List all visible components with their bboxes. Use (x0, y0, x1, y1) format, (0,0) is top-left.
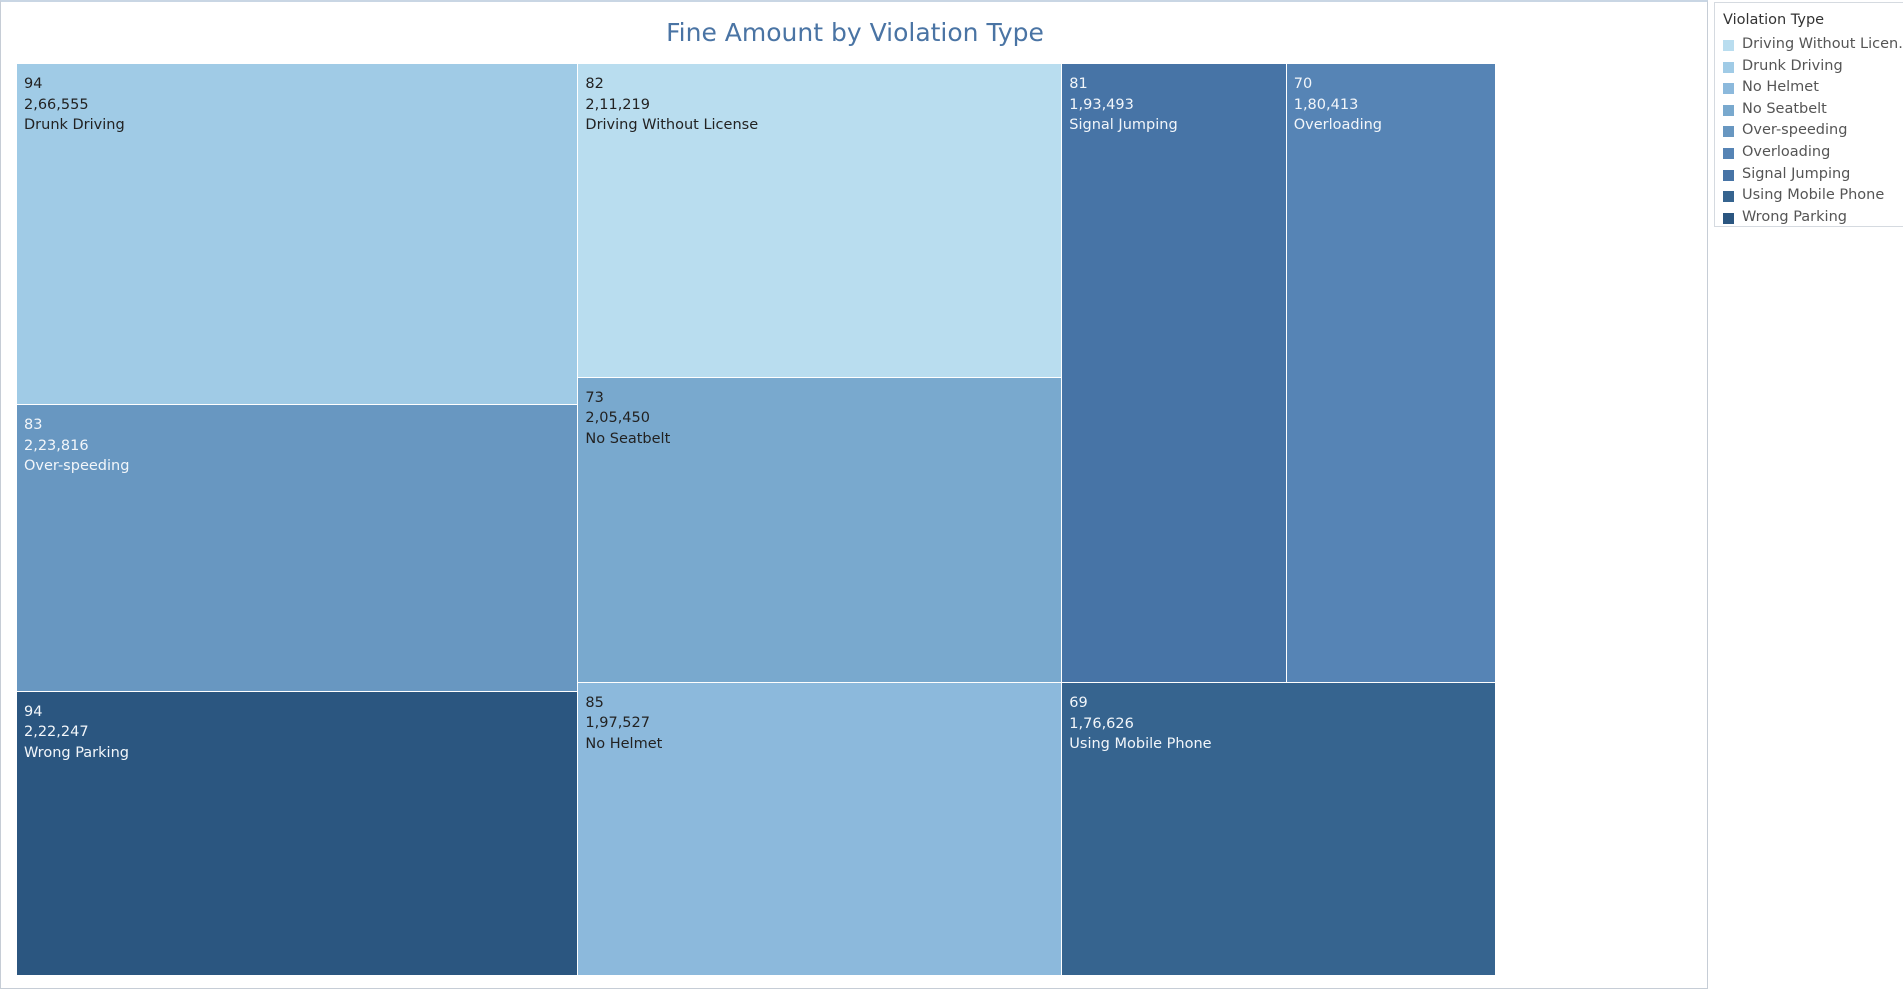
tile-count-label: 69 (1069, 695, 1088, 712)
treemap-tile[interactable]: 69 1,76,626 Using Mobile Phone (1062, 683, 1496, 976)
tile-count-label: 83 (24, 417, 43, 434)
viz-frame: Fine Amount by Violation Type 94 2,66,555… (0, 0, 1708, 989)
tile-label: 73 2,05,450 No Seatbelt (585, 388, 670, 450)
treemap-tile[interactable]: 82 2,11,219 Driving Without License (578, 64, 1063, 378)
tile-label: 82 2,11,219 Driving Without License (585, 74, 758, 136)
legend-item[interactable]: Signal Jumping (1723, 165, 1903, 186)
legend-item[interactable]: No Seatbelt (1723, 100, 1903, 121)
legend-label: Using Mobile Phone (1742, 187, 1885, 204)
tile-name-label: No Seatbelt (585, 430, 671, 447)
treemap-tile[interactable]: 81 1,93,493 Signal Jumping (1062, 64, 1287, 684)
tile-label: 94 2,66,555 Drunk Driving (24, 74, 125, 136)
tile-count-label: 94 (24, 703, 43, 720)
treemap-tile[interactable]: 83 2,23,816 Over-speeding (17, 405, 579, 692)
tile-count-label: 94 (24, 76, 43, 92)
treemap-tile[interactable]: 85 1,97,527 No Helmet (578, 682, 1063, 976)
treemap-tile[interactable]: 94 2,66,555 Drunk Driving (17, 64, 579, 406)
legend-label: Driving Without Licen.. (1742, 36, 1903, 52)
treemap-tile[interactable]: 94 2,22,247 Wrong Parking (17, 691, 579, 976)
legend-swatch (1723, 40, 1734, 51)
tile-name-label: No Helmet (585, 735, 663, 752)
tile-label: 83 2,23,816 Over-speeding (24, 415, 129, 477)
legend-label: Overloading (1742, 144, 1831, 160)
legend-label: No Seatbelt (1742, 100, 1827, 117)
chart-title: Fine Amount by Violation Type (666, 18, 1044, 47)
tile-fine-label: 1,80,413 (1293, 96, 1359, 113)
tile-fine-label: 2,11,219 (585, 96, 650, 113)
tile-fine-label: 1,97,527 (585, 715, 650, 732)
tile-fine-label: 1,76,626 (1069, 715, 1134, 732)
legend-label: Wrong Parking (1742, 208, 1847, 225)
legend-label: Signal Jumping (1742, 165, 1851, 182)
treemap-tile[interactable]: 70 1,80,413 Overloading (1286, 64, 1496, 684)
legend-swatch (1723, 126, 1734, 138)
legend-swatch (1723, 83, 1734, 95)
tile-fine-label: 2,05,450 (585, 410, 650, 427)
tile-label: 70 1,80,413 Overloading (1294, 74, 1382, 136)
tile-fine-label: 1,93,493 (1069, 96, 1134, 113)
tile-count-label: 82 (585, 76, 604, 92)
legend-swatch (1723, 191, 1734, 203)
treemap-tile[interactable]: 73 2,05,450 No Seatbelt (578, 377, 1063, 683)
legend-swatch (1723, 104, 1734, 116)
tile-name-label: Over-speeding (24, 458, 130, 475)
legend-item[interactable]: Overloading (1723, 143, 1903, 164)
tile-count-label: 70 (1293, 76, 1313, 92)
tile-count-label: 73 (585, 389, 604, 406)
tile-name-label: Wrong Parking (24, 744, 129, 761)
legend-label: No Helmet (1742, 79, 1819, 96)
treemap: 94 2,66,555 Drunk Driving 83 2,23,816 Over-sp… (17, 64, 1496, 976)
tile-name-label: Signal Jumping (1069, 117, 1178, 133)
legend-item[interactable]: Driving Without Licen.. (1723, 35, 1903, 56)
tile-name-label: Drunk Driving (24, 117, 125, 133)
legend-item[interactable]: Using Mobile Phone (1723, 186, 1903, 207)
legend-item[interactable]: Drunk Driving (1723, 57, 1903, 78)
legend-swatch (1723, 61, 1734, 73)
legend-label: Over-speeding (1742, 122, 1848, 139)
tile-count-label: 81 (1069, 76, 1088, 92)
tile-count-label: 85 (585, 694, 604, 711)
tile-label: 85 1,97,527 No Helmet (585, 693, 662, 755)
legend-title: Violation Type (1723, 12, 1825, 28)
legend-item[interactable]: Wrong Parking (1723, 208, 1903, 229)
tile-label: 81 1,93,493 Signal Jumping (1069, 74, 1177, 136)
legend: Violation Type Driving Without Licen.. Dr… (1714, 2, 1903, 227)
tile-fine-label: 2,22,247 (24, 724, 89, 741)
tile-name-label: Using Mobile Phone (1069, 736, 1212, 753)
tile-fine-label: 2,66,555 (24, 96, 89, 113)
legend-swatch (1723, 212, 1734, 224)
tile-name-label: Overloading (1293, 117, 1383, 133)
tile-name-label: Driving Without License (585, 117, 759, 133)
tile-label: 94 2,22,247 Wrong Parking (24, 702, 129, 764)
legend-swatch (1723, 169, 1734, 181)
tile-fine-label: 2,23,816 (24, 437, 89, 454)
legend-item[interactable]: Over-speeding (1723, 121, 1903, 142)
legend-label: Drunk Driving (1742, 57, 1843, 74)
tile-label: 69 1,76,626 Using Mobile Phone (1069, 693, 1211, 755)
legend-swatch (1723, 148, 1734, 159)
legend-item[interactable]: No Helmet (1723, 78, 1903, 99)
